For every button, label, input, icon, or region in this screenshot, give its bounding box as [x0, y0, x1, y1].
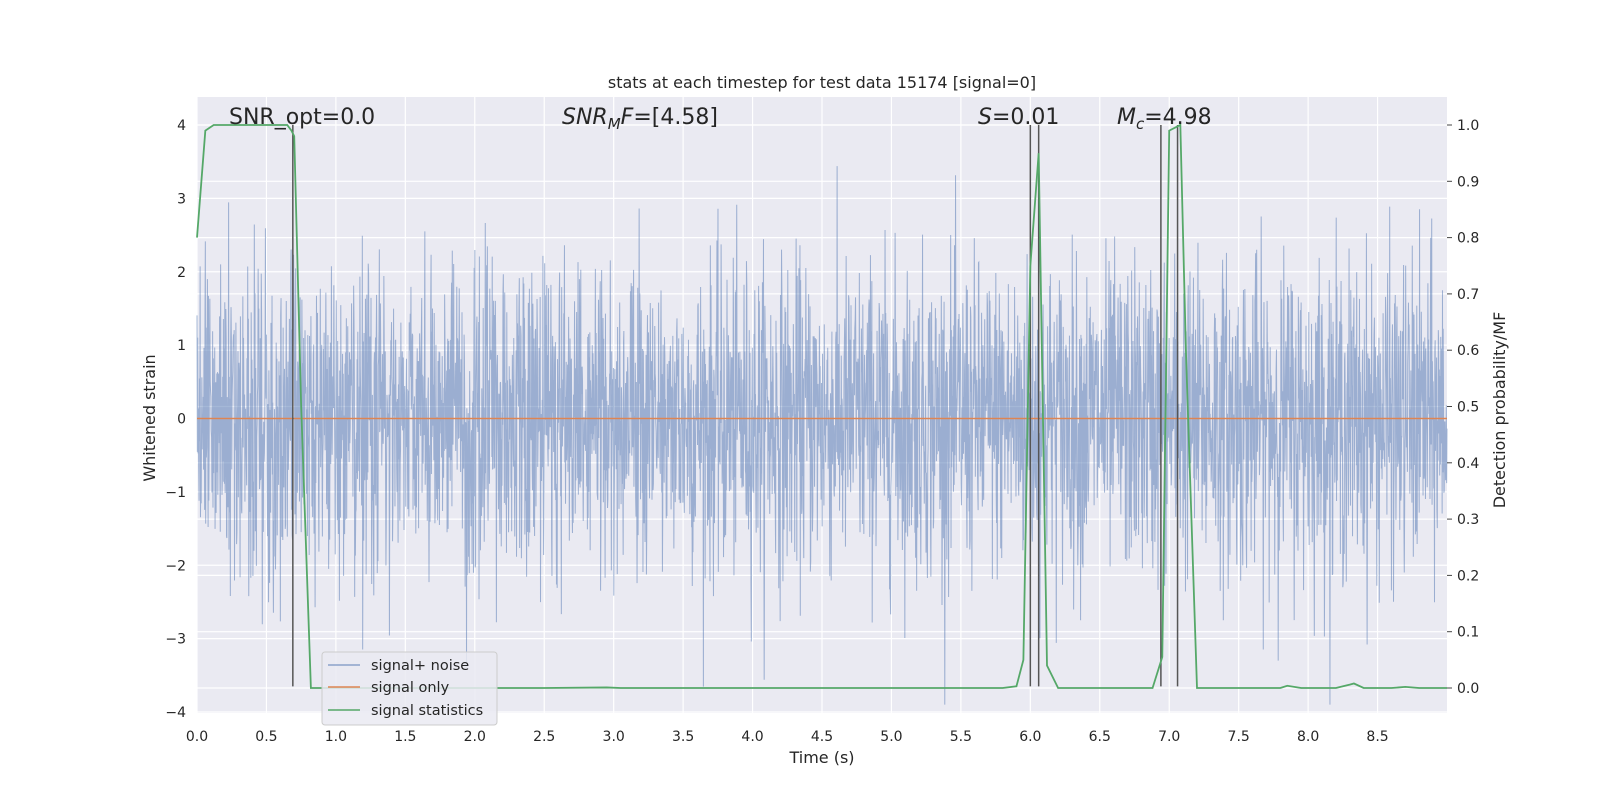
annotation-snr-opt: SNR_opt=0.0	[229, 105, 375, 130]
y-right-tick-label: 0.4	[1457, 456, 1479, 472]
legend-box	[321, 651, 498, 726]
y-right-tick-label: 0.1	[1457, 625, 1479, 641]
x-tick-label: 1.5	[394, 729, 416, 745]
x-tick-label: 5.0	[880, 729, 902, 745]
y-right-tick-label: 0.2	[1457, 568, 1479, 584]
legend-label-stat: signal statistics	[371, 703, 483, 719]
x-tick-label: 2.0	[464, 729, 486, 745]
vertical-lines	[292, 125, 1179, 687]
x-axis-label: Time (s)	[788, 748, 854, 767]
y-tick-label: −3	[165, 632, 186, 648]
x-tick-label: 4.5	[811, 729, 833, 745]
y-right-tick-label: 1.0	[1457, 118, 1479, 134]
x-tick-label: 8.5	[1366, 729, 1388, 745]
x-tick-label: 2.5	[533, 729, 555, 745]
y-tick-label: 2	[177, 265, 186, 281]
x-tick-label: 7.5	[1228, 729, 1250, 745]
y-tick-label: 4	[177, 118, 186, 134]
y-tick-label: 0	[177, 412, 186, 428]
x-tick-label: 5.5	[950, 729, 972, 745]
legend-label-signal: signal only	[371, 680, 450, 696]
y-right-tick-label: 0.5	[1457, 400, 1479, 416]
annotation-mc: Mc=4.98	[1117, 105, 1212, 133]
x-tick-label: 6.0	[1019, 729, 1041, 745]
noise-series	[196, 166, 1448, 705]
y-right-tick-label: 0.6	[1457, 343, 1479, 359]
y-axis-label: Whitened strain	[140, 354, 159, 481]
annotation-snr-mf: SNRMF=[4.58]	[562, 105, 718, 133]
legend: signal+ noise signal only signal statist…	[321, 651, 498, 726]
noise-line	[196, 166, 1448, 705]
x-tick-label: 6.5	[1089, 729, 1111, 745]
signal-statistics-series	[196, 123, 1447, 689]
y-right-axis-label: Detection probability/MF	[1490, 312, 1509, 509]
y-tick-label: 3	[177, 191, 186, 207]
x-tick-label: 8.0	[1297, 729, 1319, 745]
x-tick-label: 4.0	[741, 729, 763, 745]
y-tick-label: −4	[165, 705, 186, 721]
y-right-tick-label: 0.3	[1457, 512, 1479, 528]
y-right-tick-label: 0.0	[1457, 681, 1479, 697]
signal-statistics-line	[196, 123, 1447, 689]
x-tick-label: 3.0	[603, 729, 625, 745]
x-tick-label: 3.5	[672, 729, 694, 745]
y-right-tick-label: 0.9	[1457, 174, 1479, 190]
annotation-snr-mf-value: =[4.58]	[633, 105, 718, 130]
y-tick-label: −2	[165, 558, 186, 574]
x-tick-label: 7.0	[1158, 729, 1180, 745]
legend-label-noise: signal+ noise	[371, 658, 469, 674]
y-right-tick-label: 0.8	[1457, 231, 1479, 247]
chart-title: stats at each timestep for test data 151…	[608, 73, 1036, 92]
y-tick-label: −1	[165, 485, 186, 501]
x-tick-label: 0.5	[255, 729, 277, 745]
tick-labels: 0.0 0.5 1.0 1.5 2.0 2.5 3.0 3.5 4.0 4.5 5.0 5.5 6.0 6…	[165, 118, 1479, 745]
annotation-stat-value: =0.01	[992, 105, 1059, 130]
x-tick-label: 1.0	[325, 729, 347, 745]
y-tick-label: 1	[177, 338, 186, 354]
y-right-tick-label: 0.7	[1457, 287, 1479, 303]
annotation-stat: S=0.01	[978, 105, 1059, 130]
annotation-mc-value: =4.98	[1144, 105, 1211, 130]
x-tick-label: 0.0	[186, 729, 208, 745]
